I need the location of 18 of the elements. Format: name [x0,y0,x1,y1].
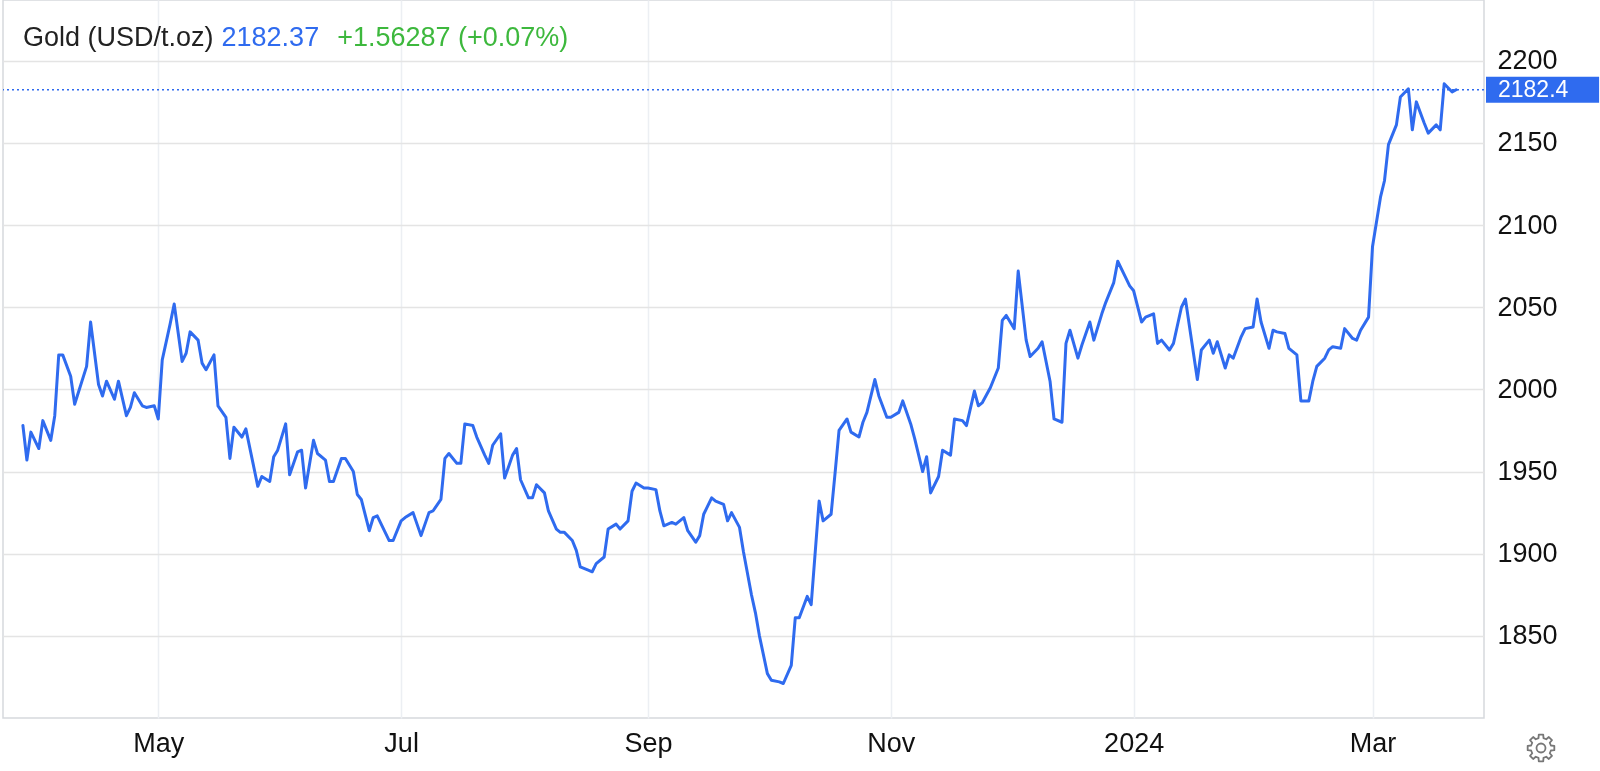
y-tick-label: 2200 [1497,45,1558,76]
y-tick-label: 1900 [1497,538,1558,569]
y-tick-label: 2100 [1497,209,1558,240]
text: Gold (USD/t.oz) [23,22,214,52]
x-tick-label: May [133,727,185,758]
ref-line-label: 2182.4 [1498,75,1569,102]
x-tick-label: 2024 [1104,727,1165,758]
annotation: +1.56287 (+0.07%) [337,22,569,52]
x-tick-label: Mar [1349,727,1397,758]
y-tick-label: 2000 [1497,373,1558,404]
y-tick-label: 1950 [1497,456,1558,487]
x-tick-label: Jul [384,727,419,758]
x-tick-label: Sep [624,727,673,758]
y-tick-label: 2050 [1497,291,1558,322]
x-tick-label: Nov [867,727,916,758]
y-tick-label: 1850 [1497,620,1558,651]
y-tick-label: 2150 [1497,127,1558,158]
annotation: 2182.37 [221,22,320,52]
